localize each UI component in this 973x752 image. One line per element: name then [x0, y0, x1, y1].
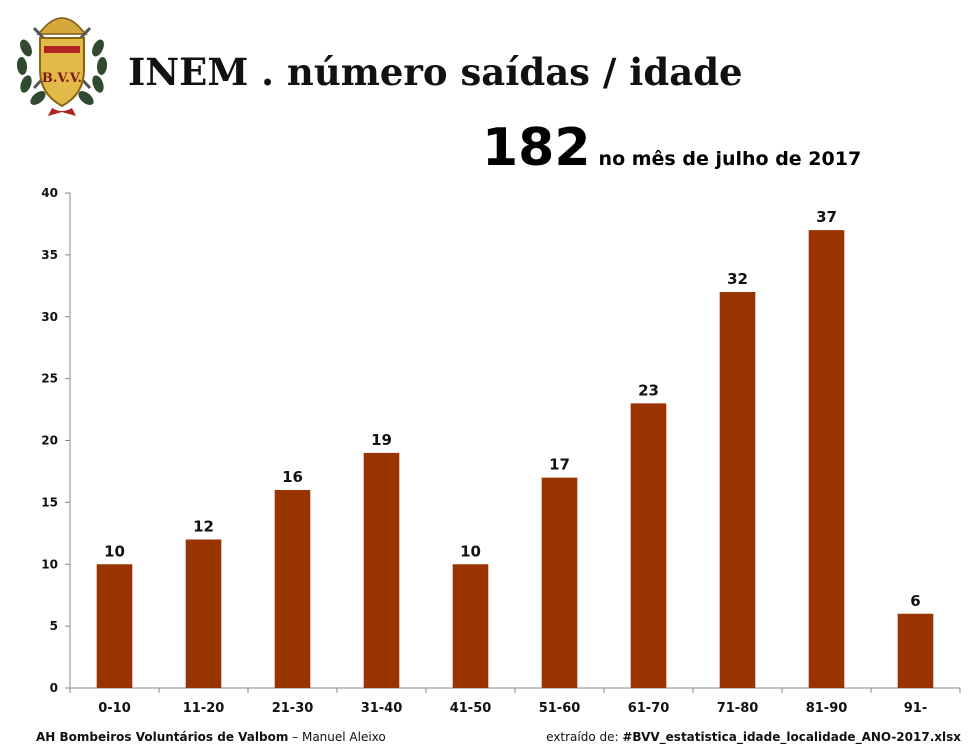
bar — [541, 477, 578, 688]
y-tick-label: 0 — [50, 681, 58, 695]
summary: 182 no mês de julho de 2017 — [482, 118, 861, 178]
bar-value-label: 23 — [638, 381, 659, 399]
bar — [96, 564, 133, 688]
bar — [363, 452, 400, 688]
period-label: no mês de julho de 2017 — [598, 148, 862, 170]
logo-text: B.V.V. — [42, 71, 82, 86]
page-title: INEM . número saídas / idade — [128, 50, 743, 94]
bar-value-label: 16 — [282, 468, 303, 486]
bar-value-label: 12 — [193, 518, 214, 536]
bar-value-label: 10 — [460, 542, 481, 560]
bar — [274, 490, 311, 688]
total-count: 182 — [482, 118, 591, 178]
x-tick-label: 11-20 — [183, 701, 225, 716]
x-axis: 0-10 11-20 21-30 31-40 41-50 51-60 61-70 71-80 8… — [69, 687, 961, 716]
bar — [185, 539, 222, 688]
x-tick-label: 81-90 — [806, 701, 848, 716]
ribbon-icon — [48, 108, 76, 116]
laurel-wreath-icon — [16, 39, 108, 105]
bar — [719, 292, 756, 688]
bar-value-label: 10 — [104, 542, 125, 560]
x-tick-label: 31-40 — [361, 701, 403, 716]
shield-icon — [39, 37, 85, 108]
bar-value-label: 6 — [910, 592, 920, 610]
bar — [452, 564, 489, 688]
source-file: #BVV_estatistica_idade_localidade_ANO-20… — [622, 730, 961, 744]
fire-brigade-logo: B.V.V. — [16, 17, 108, 116]
x-tick-label: 91- — [904, 701, 928, 716]
footer-credits: AH Bombeiros Voluntários de Valbom – Man… — [36, 730, 386, 744]
author-name: Manuel Aleixo — [301, 730, 386, 744]
bar-value-label: 17 — [549, 456, 570, 474]
x-tick-label: 71-80 — [717, 701, 759, 716]
x-tick-label: 51-60 — [539, 701, 581, 716]
y-tick-label: 30 — [41, 310, 58, 324]
bar-value-label: 32 — [727, 270, 748, 288]
org-name: AH Bombeiros Voluntários de Valbom — [36, 730, 289, 744]
y-axis: 0 5 10 15 20 25 30 35 40 — [41, 186, 71, 695]
y-tick-label: 40 — [41, 186, 58, 200]
y-tick-label: 10 — [41, 557, 58, 571]
y-tick-label: 5 — [50, 619, 58, 633]
y-tick-label: 15 — [41, 495, 58, 509]
source-prefix: extraído de: — [546, 730, 623, 744]
y-tick-label: 20 — [41, 434, 58, 448]
y-tick-label: 25 — [41, 372, 58, 386]
bar-value-label: 19 — [371, 431, 392, 449]
data-labels: 10 12 16 19 10 17 23 32 37 6 — [104, 208, 921, 610]
bar — [630, 403, 667, 688]
bar — [897, 613, 934, 688]
x-tick-label: 61-70 — [628, 701, 670, 716]
x-tick-label: 21-30 — [272, 701, 314, 716]
x-tick-label: 0-10 — [98, 701, 131, 716]
footer-source: extraído de: #BVV_estatistica_idade_loca… — [546, 730, 961, 744]
credit-separator: – — [288, 730, 302, 744]
x-tick-label: 41-50 — [450, 701, 492, 716]
y-tick-label: 35 — [41, 248, 58, 262]
bar-value-label: 37 — [816, 208, 837, 226]
bar — [808, 230, 845, 688]
bars — [96, 230, 934, 688]
